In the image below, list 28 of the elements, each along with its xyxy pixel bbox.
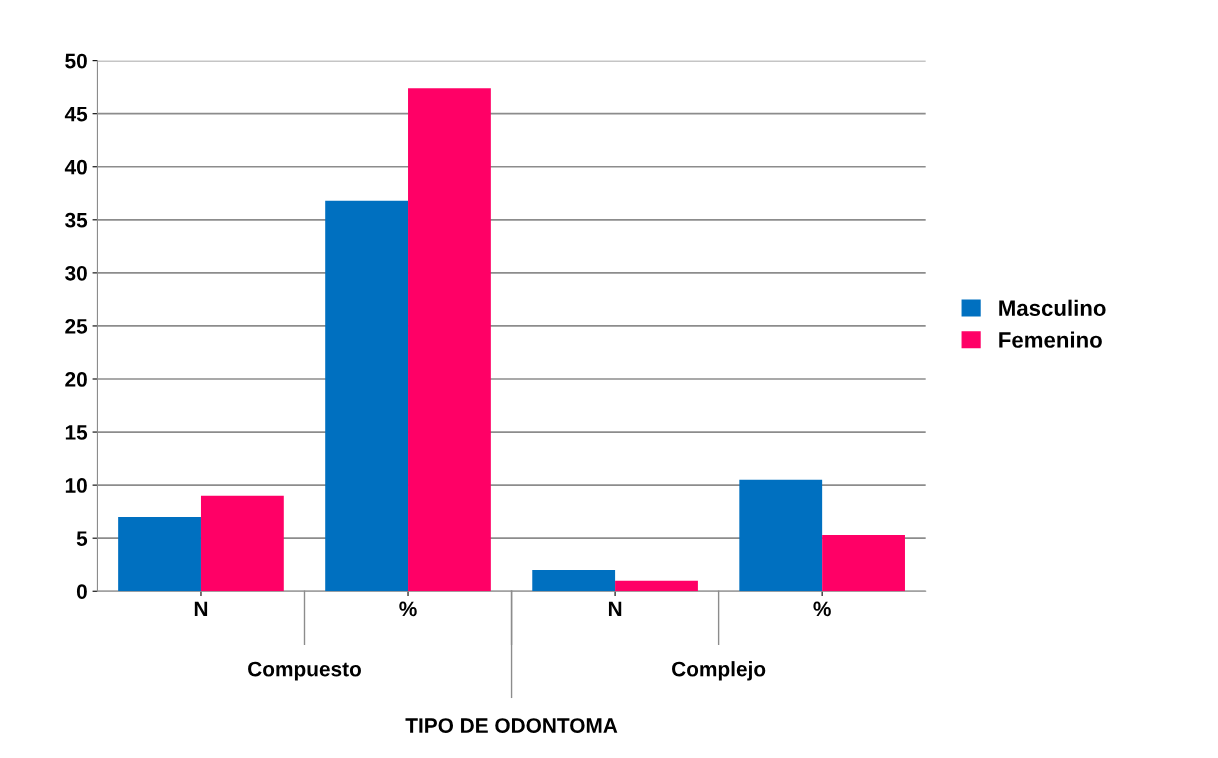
y-tick-label: 35	[65, 212, 88, 228]
bar	[408, 88, 491, 592]
bar	[739, 479, 823, 592]
bar	[532, 570, 616, 592]
bar	[615, 580, 698, 592]
y-tick-label: 50	[65, 53, 87, 69]
text: Compuesto	[248, 661, 361, 681]
y-tick-label: 30	[65, 265, 87, 281]
y-tick-label: 5	[76, 531, 88, 546]
y-tick-label: 45	[64, 106, 88, 122]
y-tick-label: 15	[65, 425, 88, 440]
bar	[118, 516, 201, 592]
y-tick-label: 0	[76, 584, 87, 599]
text: Complejo	[672, 661, 766, 681]
x-tick-label: %	[399, 601, 417, 617]
legend-label: Masculino	[999, 299, 1106, 316]
x-tick-label: N	[608, 601, 622, 617]
y-tick-label: 25	[65, 318, 88, 334]
legend-label: Femenino	[999, 331, 1102, 348]
x-axis-title: TIPO DE ODONTOMA	[405, 718, 618, 733]
x-tick-label: %	[813, 601, 831, 617]
bar	[822, 535, 905, 592]
y-tick-label: 20	[65, 372, 87, 387]
y-tick-label: 10	[65, 478, 87, 493]
bar	[200, 495, 284, 592]
bar	[325, 200, 409, 592]
y-tick-label: 40	[64, 159, 87, 175]
x-tick-label: N	[194, 601, 208, 617]
